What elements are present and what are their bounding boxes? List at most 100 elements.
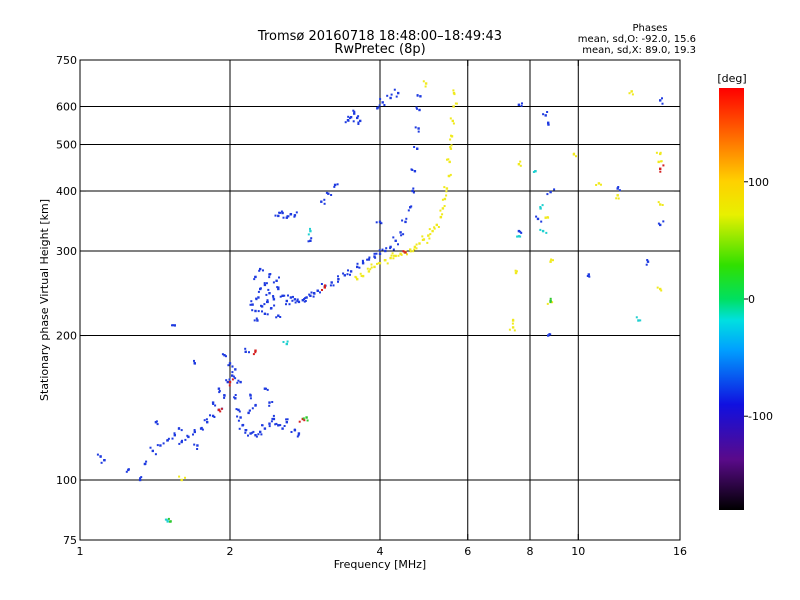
data-point bbox=[149, 446, 152, 449]
data-point bbox=[159, 444, 162, 447]
data-point bbox=[316, 289, 319, 292]
data-point bbox=[413, 146, 416, 148]
data-point bbox=[329, 284, 332, 287]
data-point bbox=[449, 173, 452, 176]
data-point bbox=[617, 186, 620, 188]
data-point bbox=[637, 319, 640, 322]
data-point bbox=[301, 299, 304, 302]
data-point bbox=[449, 117, 452, 120]
data-point bbox=[389, 245, 392, 249]
data-point bbox=[439, 209, 442, 212]
data-point bbox=[248, 351, 250, 354]
data-point bbox=[452, 105, 455, 108]
data-point bbox=[639, 319, 642, 322]
data-point bbox=[545, 231, 548, 234]
data-point bbox=[193, 443, 196, 446]
data-point bbox=[405, 217, 408, 220]
data-point bbox=[635, 316, 638, 319]
data-point bbox=[171, 324, 173, 327]
data-point bbox=[588, 275, 591, 278]
data-point bbox=[296, 435, 299, 438]
data-point bbox=[221, 353, 224, 356]
data-point bbox=[417, 130, 420, 133]
data-point bbox=[279, 295, 282, 298]
data-point bbox=[359, 119, 362, 123]
data-point bbox=[309, 227, 311, 230]
data-point bbox=[261, 424, 263, 427]
data-point bbox=[162, 442, 165, 445]
data-point bbox=[373, 255, 376, 258]
data-point bbox=[532, 171, 535, 173]
data-point bbox=[293, 298, 297, 301]
data-point bbox=[551, 301, 554, 304]
data-point bbox=[337, 278, 340, 281]
data-point bbox=[201, 428, 204, 431]
data-point bbox=[180, 429, 183, 432]
x-tick-label: 1 bbox=[77, 545, 84, 558]
data-point bbox=[445, 190, 448, 193]
data-point bbox=[272, 281, 275, 284]
data-point bbox=[390, 93, 393, 96]
data-point bbox=[519, 230, 522, 233]
data-point bbox=[657, 160, 660, 164]
data-point bbox=[308, 293, 311, 296]
x-tick-label: 6 bbox=[464, 545, 471, 558]
data-point bbox=[546, 302, 549, 305]
data-point bbox=[266, 388, 269, 391]
colorbar-tick-label: 100 bbox=[748, 176, 769, 189]
data-point bbox=[446, 158, 448, 161]
data-point bbox=[511, 322, 514, 325]
data-point bbox=[238, 410, 241, 413]
data-point bbox=[283, 294, 286, 297]
data-point bbox=[296, 299, 299, 302]
data-point bbox=[356, 278, 359, 281]
data-point bbox=[156, 444, 159, 447]
data-point bbox=[205, 418, 208, 421]
data-point bbox=[539, 207, 542, 210]
data-point bbox=[349, 273, 351, 276]
data-point bbox=[220, 407, 223, 410]
data-point bbox=[236, 415, 239, 418]
data-point bbox=[268, 401, 271, 404]
data-point bbox=[244, 347, 247, 350]
data-point bbox=[435, 223, 438, 227]
data-point bbox=[392, 257, 395, 260]
data-point bbox=[277, 286, 280, 289]
data-point bbox=[354, 275, 357, 278]
data-point bbox=[356, 116, 359, 120]
data-point bbox=[422, 238, 426, 241]
data-point bbox=[223, 354, 226, 357]
data-point bbox=[267, 288, 270, 291]
stats-title: Phases bbox=[632, 23, 667, 34]
data-point bbox=[660, 289, 663, 292]
data-point bbox=[217, 387, 221, 390]
data-point bbox=[293, 428, 296, 431]
data-point bbox=[272, 295, 275, 297]
data-point bbox=[539, 228, 542, 231]
data-point bbox=[268, 422, 271, 425]
y-tick-label: 75 bbox=[63, 534, 77, 547]
data-point bbox=[269, 307, 272, 310]
data-point bbox=[368, 256, 371, 259]
data-point bbox=[397, 91, 400, 95]
data-point bbox=[268, 276, 271, 279]
y-tick-label: 300 bbox=[56, 245, 77, 258]
x-tick-label: 16 bbox=[673, 545, 687, 558]
data-point bbox=[173, 432, 176, 435]
data-point bbox=[412, 187, 415, 190]
data-point bbox=[407, 209, 410, 212]
data-point bbox=[251, 407, 254, 410]
data-point bbox=[127, 468, 130, 471]
data-point bbox=[166, 520, 169, 523]
data-point bbox=[275, 316, 278, 319]
data-point bbox=[521, 102, 523, 105]
data-point bbox=[333, 185, 336, 188]
data-point bbox=[661, 102, 664, 105]
data-point bbox=[279, 316, 282, 318]
data-point bbox=[399, 252, 402, 255]
data-point bbox=[277, 314, 280, 317]
data-point bbox=[400, 234, 403, 237]
data-point bbox=[662, 164, 665, 167]
data-point bbox=[443, 197, 447, 201]
data-point bbox=[99, 455, 102, 458]
